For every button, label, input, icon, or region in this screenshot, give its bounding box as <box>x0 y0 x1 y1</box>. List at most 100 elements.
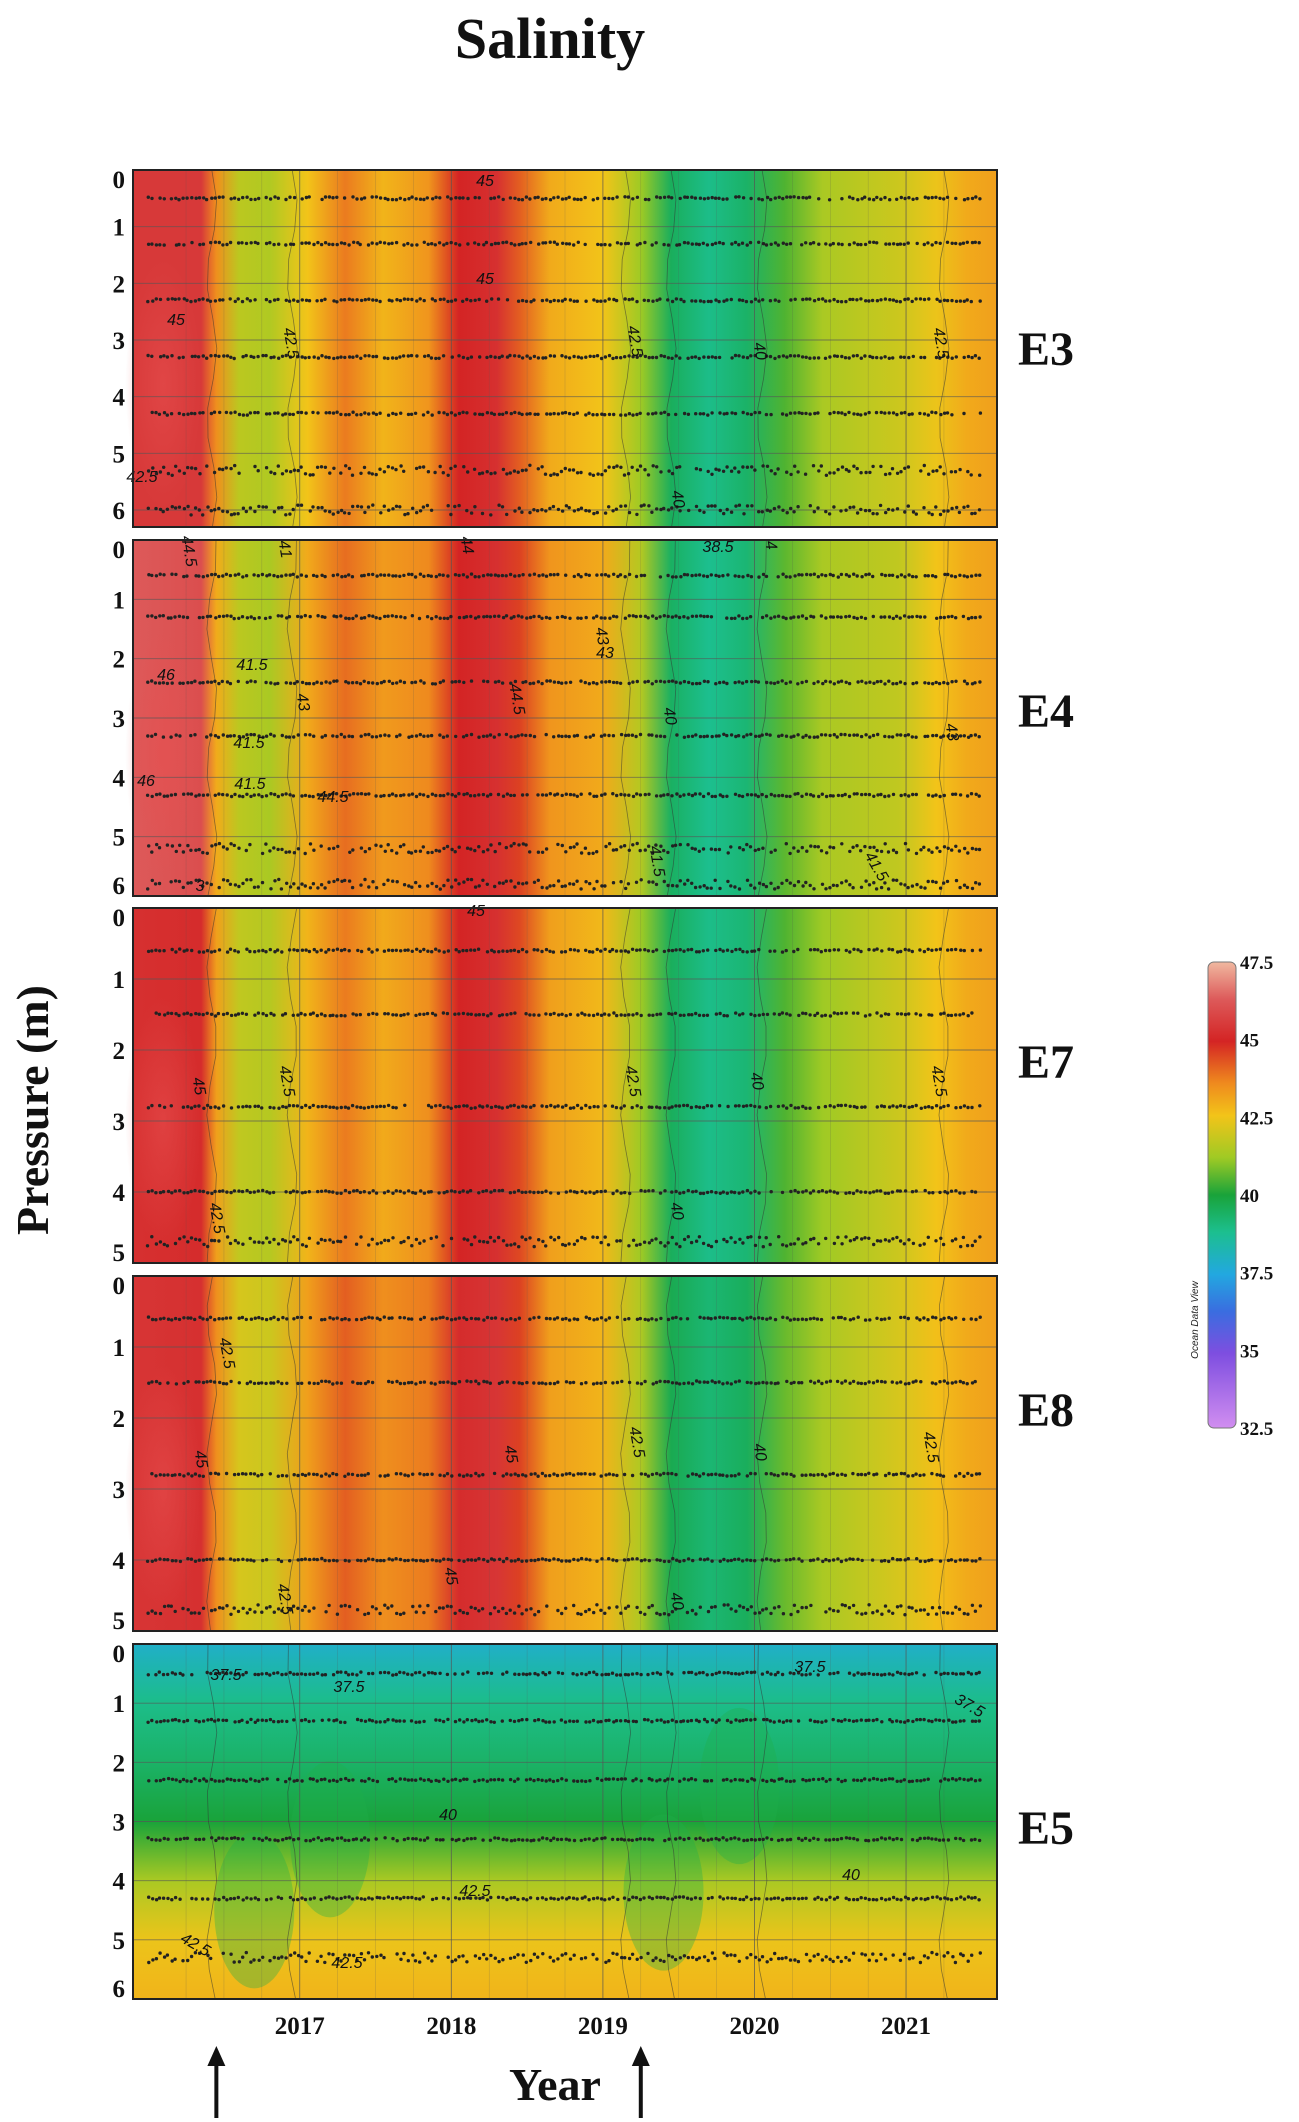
sample-point <box>773 472 777 476</box>
sample-point <box>713 878 717 882</box>
sample-point <box>607 412 612 417</box>
sample-point <box>713 1380 717 1385</box>
sample-point <box>379 681 384 685</box>
sample-point <box>788 1671 792 1675</box>
sample-point <box>363 354 367 358</box>
sample-point <box>840 465 845 469</box>
sample-point <box>493 355 497 359</box>
sample-point <box>970 886 975 891</box>
sample-point <box>383 1474 387 1478</box>
sample-point <box>344 413 348 417</box>
sample-point <box>272 510 277 514</box>
sample-point <box>185 574 189 578</box>
sample-point <box>560 197 565 201</box>
sample-point <box>217 948 222 952</box>
sample-point <box>366 681 371 685</box>
sample-point <box>773 241 778 245</box>
sample-point <box>647 1605 651 1610</box>
sample-point <box>225 847 229 851</box>
sample-point <box>709 1190 714 1194</box>
sample-point <box>350 1103 355 1108</box>
sample-point <box>481 878 485 882</box>
sample-point <box>682 1671 686 1675</box>
sample-point <box>713 794 718 799</box>
sample-point <box>201 297 205 301</box>
sample-point <box>492 196 497 200</box>
sample-point <box>280 847 284 852</box>
sample-point <box>225 1235 230 1239</box>
sample-point <box>249 1317 254 1321</box>
sample-point <box>335 1612 340 1616</box>
sample-point <box>788 354 793 358</box>
sample-point <box>146 1315 151 1319</box>
sample-point <box>722 1671 726 1675</box>
sample-point <box>606 1243 611 1247</box>
sample-point <box>683 195 687 199</box>
sample-point <box>151 466 155 470</box>
sample-point <box>851 354 856 358</box>
sample-point <box>217 1189 222 1194</box>
sample-point <box>891 356 895 360</box>
sample-point <box>965 1382 969 1386</box>
sample-point <box>812 1381 817 1385</box>
sample-point <box>576 573 581 577</box>
contour-line <box>620 169 632 528</box>
sample-point <box>276 1242 281 1246</box>
sample-point <box>264 1606 269 1610</box>
sample-point <box>718 1473 722 1477</box>
sample-point <box>918 411 922 416</box>
sample-point <box>612 1011 616 1015</box>
sample-point <box>935 469 939 473</box>
sample-point <box>733 616 737 620</box>
sample-point <box>490 1316 494 1321</box>
sample-point <box>714 467 718 471</box>
sample-point <box>587 1013 591 1017</box>
sample-point <box>466 470 470 474</box>
sample-point <box>863 1318 868 1322</box>
sample-point <box>395 298 399 302</box>
sample-point <box>319 793 324 797</box>
sample-point <box>344 1670 348 1675</box>
sample-point <box>292 948 296 952</box>
sample-point <box>682 1013 686 1017</box>
sample-point <box>769 242 773 246</box>
sample-point <box>560 1105 565 1109</box>
sample-point <box>311 1103 315 1108</box>
sample-point <box>713 1605 717 1609</box>
sample-point <box>249 1717 253 1722</box>
sample-point <box>414 849 418 853</box>
sample-point <box>749 354 753 358</box>
sample-point <box>781 241 785 245</box>
sample-point <box>789 616 793 620</box>
sample-point <box>359 846 364 850</box>
sample-point <box>823 948 828 953</box>
sample-point <box>553 1105 557 1109</box>
sample-point <box>422 574 426 578</box>
sample-point <box>561 241 565 245</box>
sample-point <box>295 1672 300 1676</box>
sample-point <box>173 1672 178 1676</box>
sample-point <box>162 1719 166 1723</box>
sample-point <box>718 793 722 797</box>
sample-point <box>340 1317 344 1322</box>
sample-point <box>899 573 904 577</box>
sample-point <box>761 1380 765 1385</box>
sample-point <box>489 196 493 201</box>
sample-point <box>611 614 616 618</box>
sample-point <box>334 1472 339 1477</box>
sample-point <box>611 1191 615 1196</box>
sample-point <box>575 471 580 475</box>
sample-point <box>784 734 789 738</box>
sample-point <box>824 1610 828 1614</box>
sample-point <box>501 1239 506 1243</box>
sample-point <box>764 614 769 618</box>
sample-point <box>332 1719 336 1723</box>
sample-point <box>934 793 938 797</box>
sample-point <box>269 470 273 474</box>
sample-point <box>273 682 277 686</box>
sample-point <box>429 1190 433 1194</box>
sample-point <box>906 733 911 737</box>
sample-point <box>158 1473 162 1477</box>
sample-point <box>549 1191 553 1195</box>
